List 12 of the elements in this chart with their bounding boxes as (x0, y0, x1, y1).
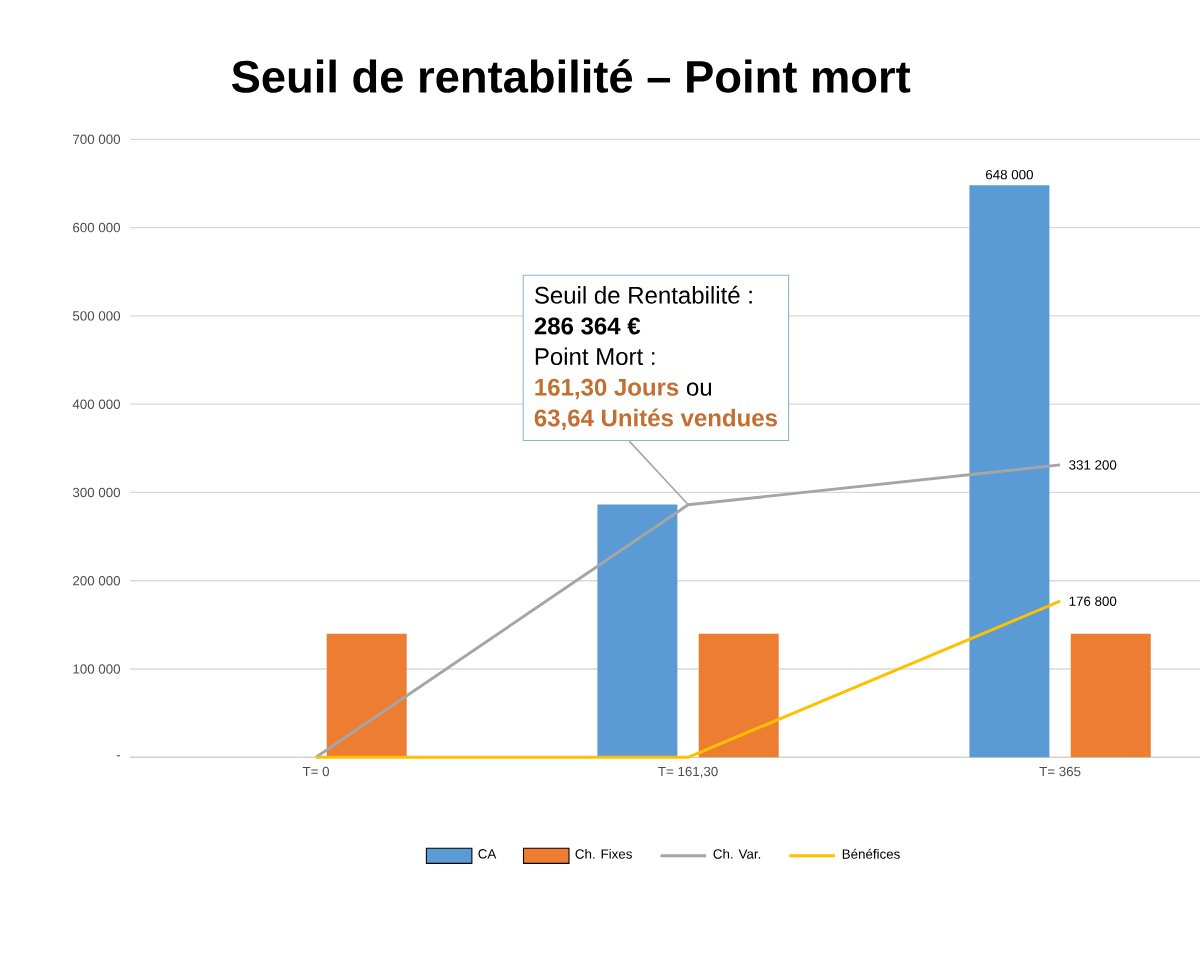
bar (698, 633, 779, 758)
bar (969, 185, 1050, 758)
annotation: Seuil de Rentabilité : (534, 285, 752, 304)
bar (326, 633, 407, 758)
annotation: 286 364 € (534, 317, 641, 335)
annotation: 161,30 Jours (535, 378, 679, 400)
bar (1070, 633, 1151, 758)
bar (597, 504, 678, 758)
annotation: ou (686, 382, 712, 396)
annotation: Point Mort : (535, 347, 655, 366)
annotation: 63,64 Unités vendues (534, 408, 777, 430)
chart-title: Seuil de rentabilité – Point mort (231, 59, 911, 93)
